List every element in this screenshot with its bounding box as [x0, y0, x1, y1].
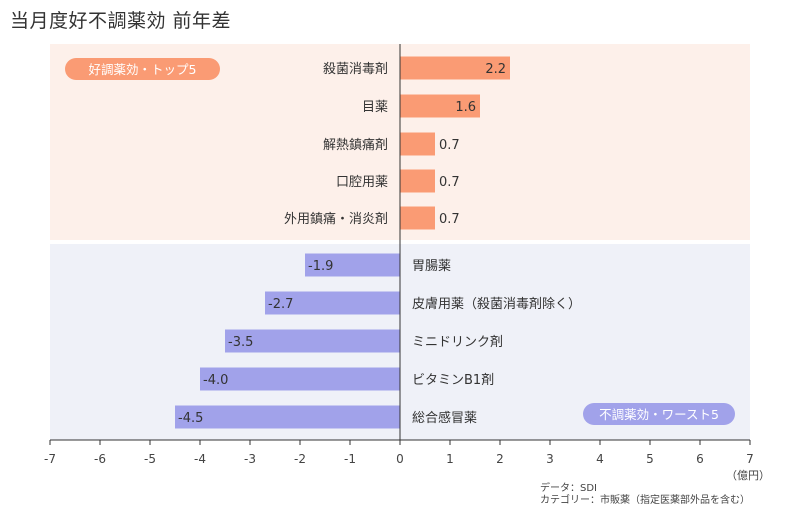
x-tick-label: -2: [294, 452, 306, 466]
source-category-line: カテゴリー：市販薬（指定医薬部外品を含む）: [540, 495, 750, 506]
bar: [175, 405, 400, 429]
x-tick-label: 1: [446, 452, 454, 466]
x-tick-label: 5: [646, 452, 654, 466]
category-label: 目薬: [362, 100, 388, 115]
x-tick-label: -3: [244, 452, 256, 466]
bar: [400, 132, 435, 156]
source-data-line: データ：SDI: [540, 483, 597, 494]
x-tick-label: -1: [344, 452, 356, 466]
x-tick-label: -4: [194, 452, 206, 466]
x-tick-label: -5: [144, 452, 156, 466]
bar: [265, 291, 400, 315]
x-tick-label: -6: [94, 452, 106, 466]
data-label: -2.7: [268, 297, 293, 312]
category-label: 殺菌消毒剤: [323, 61, 388, 77]
chart-title: 当月度好不調薬効 前年差: [10, 10, 232, 32]
category-label: 胃腸薬: [412, 259, 451, 274]
data-label: 2.2: [485, 62, 506, 77]
category-label: ビタミンB1剤: [412, 372, 494, 388]
x-tick-label: -7: [44, 452, 56, 466]
data-label: -4.5: [178, 411, 203, 426]
category-label: 解熱鎮痛剤: [323, 137, 388, 153]
data-label: 0.7: [439, 175, 460, 190]
category-label: ミニドリンク剤: [412, 334, 503, 350]
bar: [400, 206, 435, 230]
top5-badge: [65, 58, 220, 80]
category-label: 総合感冒薬: [412, 410, 477, 426]
bar: [400, 94, 480, 118]
data-label: -4.0: [203, 373, 228, 388]
x-tick-label: 3: [546, 452, 554, 466]
x-tick-label: 4: [596, 452, 604, 466]
data-label: 0.7: [439, 212, 460, 227]
bar: [305, 253, 400, 277]
bar: [200, 367, 400, 391]
category-label: 口腔用薬: [336, 175, 388, 190]
data-label: 1.6: [455, 100, 476, 115]
x-tick-label: 2: [496, 452, 504, 466]
bar: [400, 56, 510, 80]
data-label: -1.9: [308, 259, 333, 274]
category-label: 外用鎮痛・消炎剤: [284, 211, 388, 227]
unit-label: （億円）: [726, 469, 770, 482]
bar: [225, 329, 400, 353]
worst5-badge: [583, 403, 735, 425]
top5-badge-label: 好調薬効・トップ5: [89, 62, 197, 77]
source-note: データ：SDI カテゴリー：市販薬（指定医薬部外品を含む）: [540, 483, 750, 507]
category-label: 皮膚用薬（殺菌消毒剤除く）: [412, 296, 581, 312]
data-label: 0.7: [439, 138, 460, 153]
x-tick-label: 0: [396, 452, 404, 466]
x-tick-label: 7: [746, 452, 754, 466]
bar: [400, 169, 435, 193]
data-label: -3.5: [228, 335, 253, 350]
x-tick-label: 6: [696, 452, 704, 466]
worst5-badge-label: 不調薬効・ワースト5: [599, 407, 719, 422]
